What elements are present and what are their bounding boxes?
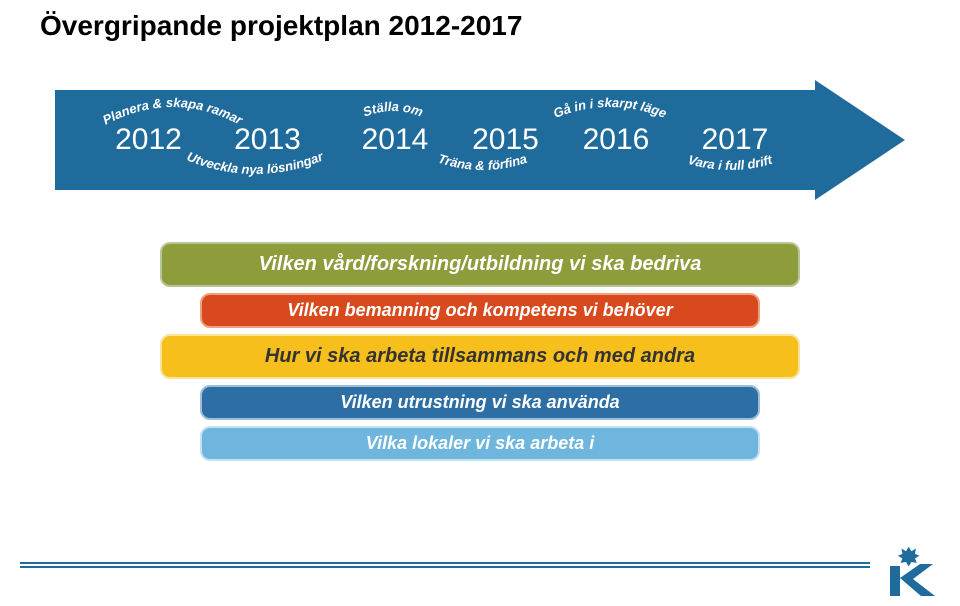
- page-title: Övergripande projektplan 2012-2017: [40, 10, 920, 42]
- banner-item: Vilka lokaler vi ska arbeta i: [200, 426, 760, 461]
- timeline-arrow: Planera & skapa ramar Utveckla nya lösni…: [55, 80, 905, 200]
- year-row: 2012 2013 2014 2015 2016 2017: [55, 80, 905, 200]
- banner-item: Vilken bemanning och kompetens vi behöve…: [200, 293, 760, 328]
- k-crown-logo-icon: [884, 544, 938, 598]
- year-label: 2015: [472, 123, 539, 157]
- banner-item: Vilken vård/forskning/utbildning vi ska …: [160, 242, 800, 287]
- banner-stack: Vilken vård/forskning/utbildning vi ska …: [160, 242, 800, 461]
- page-root: Övergripande projektplan 2012-2017 Plane…: [0, 0, 960, 606]
- banner-item: Vilken utrustning vi ska använda: [200, 385, 760, 420]
- year-label: 2012: [115, 123, 182, 157]
- year-label: 2013: [234, 123, 301, 157]
- year-label: 2014: [362, 123, 429, 157]
- stripe-bottom: [20, 566, 870, 568]
- year-label: 2017: [702, 123, 769, 157]
- banner-item: Hur vi ska arbeta tillsammans och med an…: [160, 334, 800, 379]
- year-label: 2016: [583, 123, 650, 157]
